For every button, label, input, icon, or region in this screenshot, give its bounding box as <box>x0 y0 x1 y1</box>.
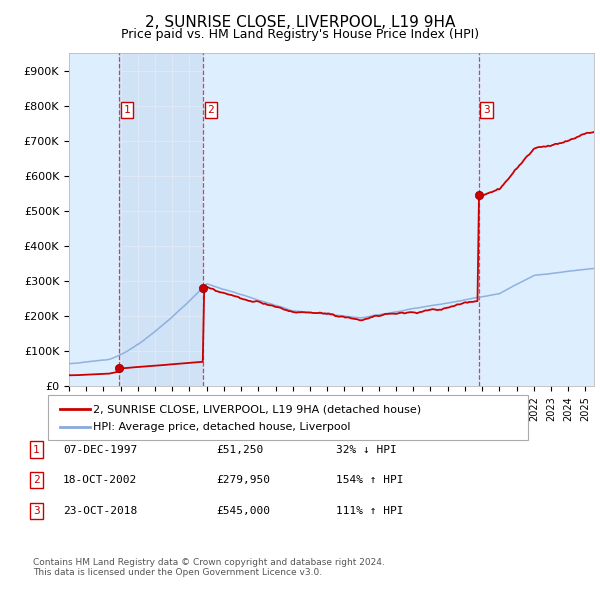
Text: Contains HM Land Registry data © Crown copyright and database right 2024.
This d: Contains HM Land Registry data © Crown c… <box>33 558 385 577</box>
Text: £545,000: £545,000 <box>216 506 270 516</box>
Bar <box>119 53 203 386</box>
Text: 1: 1 <box>33 445 40 454</box>
Text: 23-OCT-2018: 23-OCT-2018 <box>63 506 137 516</box>
Text: 2, SUNRISE CLOSE, LIVERPOOL, L19 9HA (detached house): 2, SUNRISE CLOSE, LIVERPOOL, L19 9HA (de… <box>93 405 421 414</box>
Text: 1: 1 <box>124 105 130 115</box>
Bar <box>69 53 119 386</box>
Text: 2, SUNRISE CLOSE, LIVERPOOL, L19 9HA: 2, SUNRISE CLOSE, LIVERPOOL, L19 9HA <box>145 15 455 30</box>
Bar <box>203 53 479 386</box>
Text: 3: 3 <box>483 105 490 115</box>
Text: 2: 2 <box>208 105 214 115</box>
Text: 18-OCT-2002: 18-OCT-2002 <box>63 476 137 485</box>
Text: Price paid vs. HM Land Registry's House Price Index (HPI): Price paid vs. HM Land Registry's House … <box>121 28 479 41</box>
Text: HPI: Average price, detached house, Liverpool: HPI: Average price, detached house, Live… <box>93 422 350 432</box>
Text: 32% ↓ HPI: 32% ↓ HPI <box>336 445 397 454</box>
Bar <box>479 53 594 386</box>
Text: £51,250: £51,250 <box>216 445 263 454</box>
Text: £279,950: £279,950 <box>216 476 270 485</box>
Text: 2: 2 <box>33 476 40 485</box>
Text: 111% ↑ HPI: 111% ↑ HPI <box>336 506 404 516</box>
Text: 3: 3 <box>33 506 40 516</box>
Text: 154% ↑ HPI: 154% ↑ HPI <box>336 476 404 485</box>
Text: 07-DEC-1997: 07-DEC-1997 <box>63 445 137 454</box>
